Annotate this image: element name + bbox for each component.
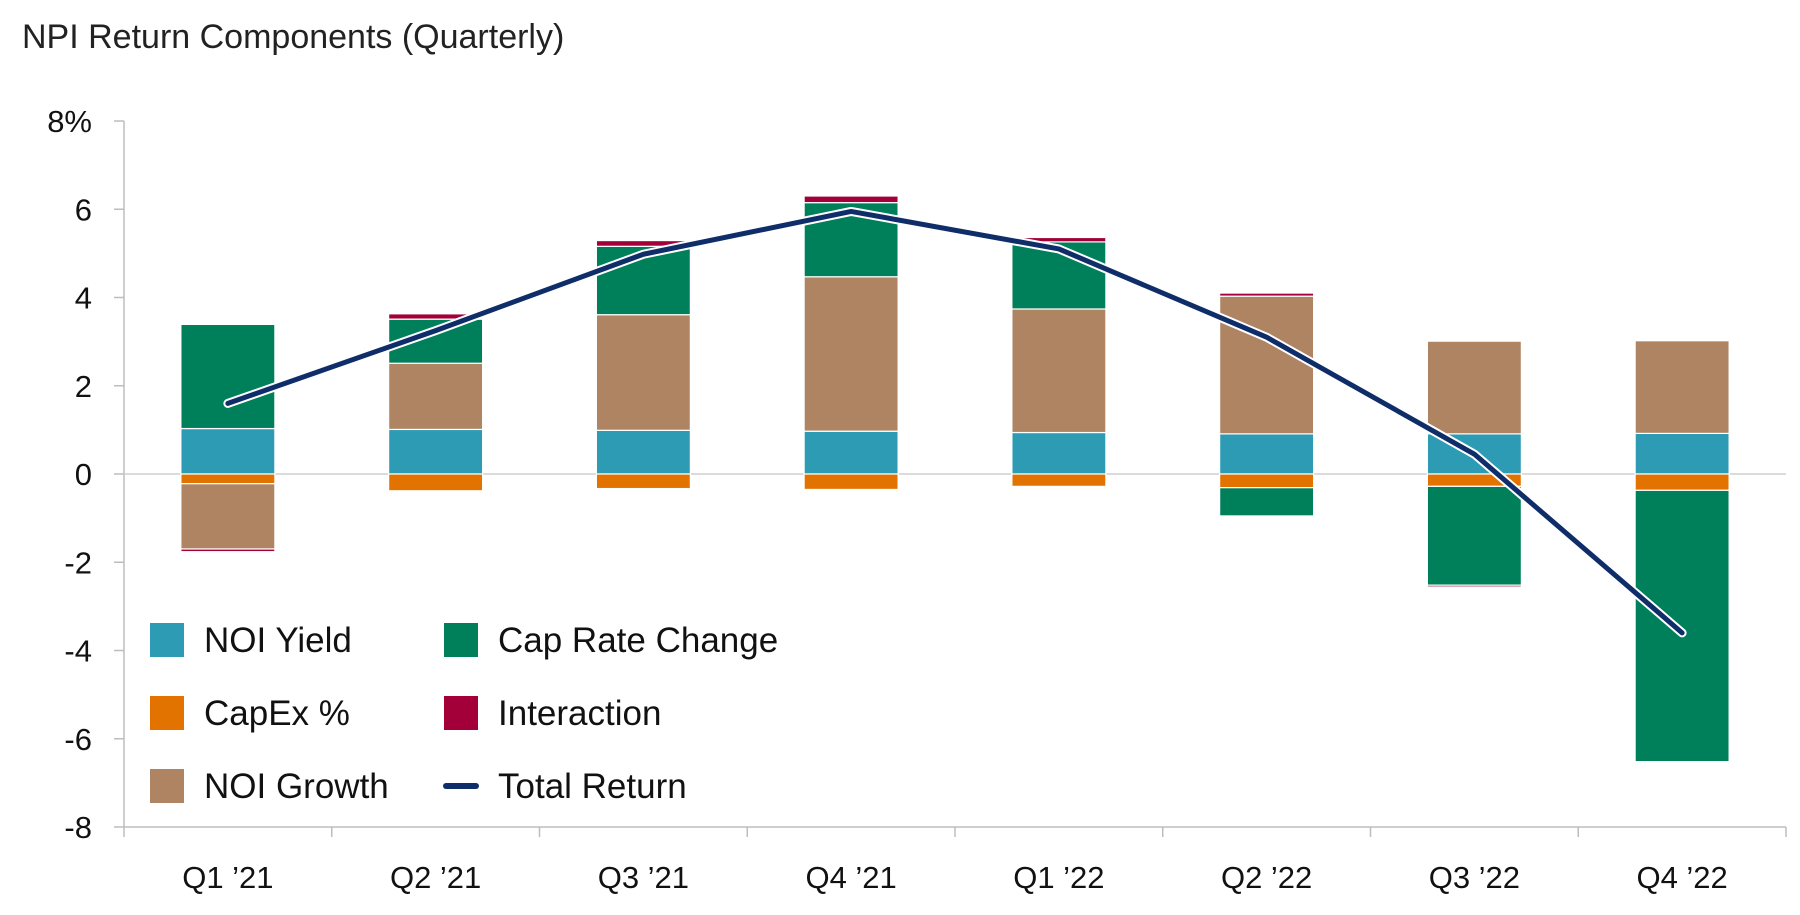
y-tick-label: 2 <box>75 369 92 404</box>
legend-swatch <box>150 769 184 803</box>
y-tick-label: 0 <box>75 457 92 492</box>
bar-noi-yield <box>1634 432 1730 475</box>
bar-noi-growth <box>595 314 691 431</box>
line-total-return <box>225 208 1685 636</box>
bar-interaction <box>1634 761 1730 764</box>
legend-swatch <box>150 696 184 730</box>
bar-cap-rate-change <box>1634 489 1730 763</box>
y-tick-label: 8% <box>47 104 92 139</box>
bar-interaction <box>1426 584 1522 588</box>
bar-noi-yield <box>1219 433 1315 475</box>
y-tick-label: -6 <box>64 722 92 757</box>
legend-label: Cap Rate Change <box>498 621 778 660</box>
bar-noi-growth <box>1219 295 1315 435</box>
x-tick-label: Q1 ’21 <box>182 860 273 895</box>
bar-noi-growth <box>1634 340 1730 435</box>
bar-capex <box>595 473 691 490</box>
x-tick-label: Q3 ’21 <box>598 860 689 895</box>
bar-noi-yield <box>1011 431 1107 475</box>
bar-noi-yield <box>803 430 899 475</box>
bar-noi-growth <box>1011 308 1107 434</box>
legend: NOI Yield Cap Rate Change CapEx % Interacti… <box>150 621 778 806</box>
legend-label: NOI Growth <box>204 767 389 806</box>
bar-capex <box>1634 473 1730 491</box>
line-group <box>223 206 1687 638</box>
bar-cap-rate-change <box>180 323 276 430</box>
bar-noi-yield <box>595 429 691 475</box>
bar-cap-rate-change <box>1219 487 1315 517</box>
legend-item-noi-yield: NOI Yield <box>150 621 352 660</box>
legend-item-total-return: Total Return <box>443 767 687 806</box>
bar-interaction <box>1219 292 1315 297</box>
legend-item-capex: CapEx % <box>150 694 350 733</box>
y-tick-label: -4 <box>64 634 92 669</box>
legend-swatch <box>150 623 184 657</box>
y-tick-label: -2 <box>64 545 92 580</box>
bar-noi-growth <box>180 483 276 550</box>
bar-capex <box>180 473 276 485</box>
bar-noi-growth <box>803 276 899 432</box>
axes-group: 8% 6 4 2 0 -2 -4 -6 -8 Q1 ’21 Q2 ’21 Q3 ’21 Q4 ’21 Q1… <box>47 104 1787 895</box>
legend-label: CapEx % <box>204 694 350 733</box>
x-tick-label: Q4 ’22 <box>1636 860 1727 895</box>
x-tick-label: Q4 ’21 <box>805 860 896 895</box>
bars-group <box>180 195 1730 764</box>
x-tick-label: Q2 ’21 <box>390 860 481 895</box>
x-tick-label: Q2 ’22 <box>1221 860 1312 895</box>
y-tick-label: 4 <box>75 281 92 316</box>
y-tick-label: 6 <box>75 192 92 227</box>
x-tick-label: Q3 ’22 <box>1429 860 1520 895</box>
bar-capex <box>803 473 899 491</box>
bar-capex <box>388 473 484 492</box>
bar-cap-rate-change <box>1426 485 1522 586</box>
x-tick-label: Q1 ’22 <box>1013 860 1104 895</box>
legend-label: NOI Yield <box>204 621 352 660</box>
legend-swatch <box>444 623 478 657</box>
bar-noi-growth <box>388 362 484 431</box>
legend-swatch <box>444 696 478 730</box>
bar-capex <box>1219 473 1315 489</box>
legend-label: Total Return <box>498 767 687 806</box>
legend-item-noi-growth: NOI Growth <box>150 767 389 806</box>
y-tick-label: -8 <box>64 810 92 845</box>
bar-capex <box>1011 473 1107 487</box>
bar-noi-yield <box>388 428 484 475</box>
bar-noi-yield <box>180 427 276 475</box>
legend-item-cap-rate-change: Cap Rate Change <box>444 621 778 660</box>
bar-interaction <box>180 548 276 553</box>
legend-label: Interaction <box>498 694 661 733</box>
bar-noi-growth <box>1426 340 1522 435</box>
bar-interaction <box>803 195 899 204</box>
chart-title: NPI Return Components (Quarterly) <box>22 18 565 56</box>
legend-item-interaction: Interaction <box>444 694 661 733</box>
